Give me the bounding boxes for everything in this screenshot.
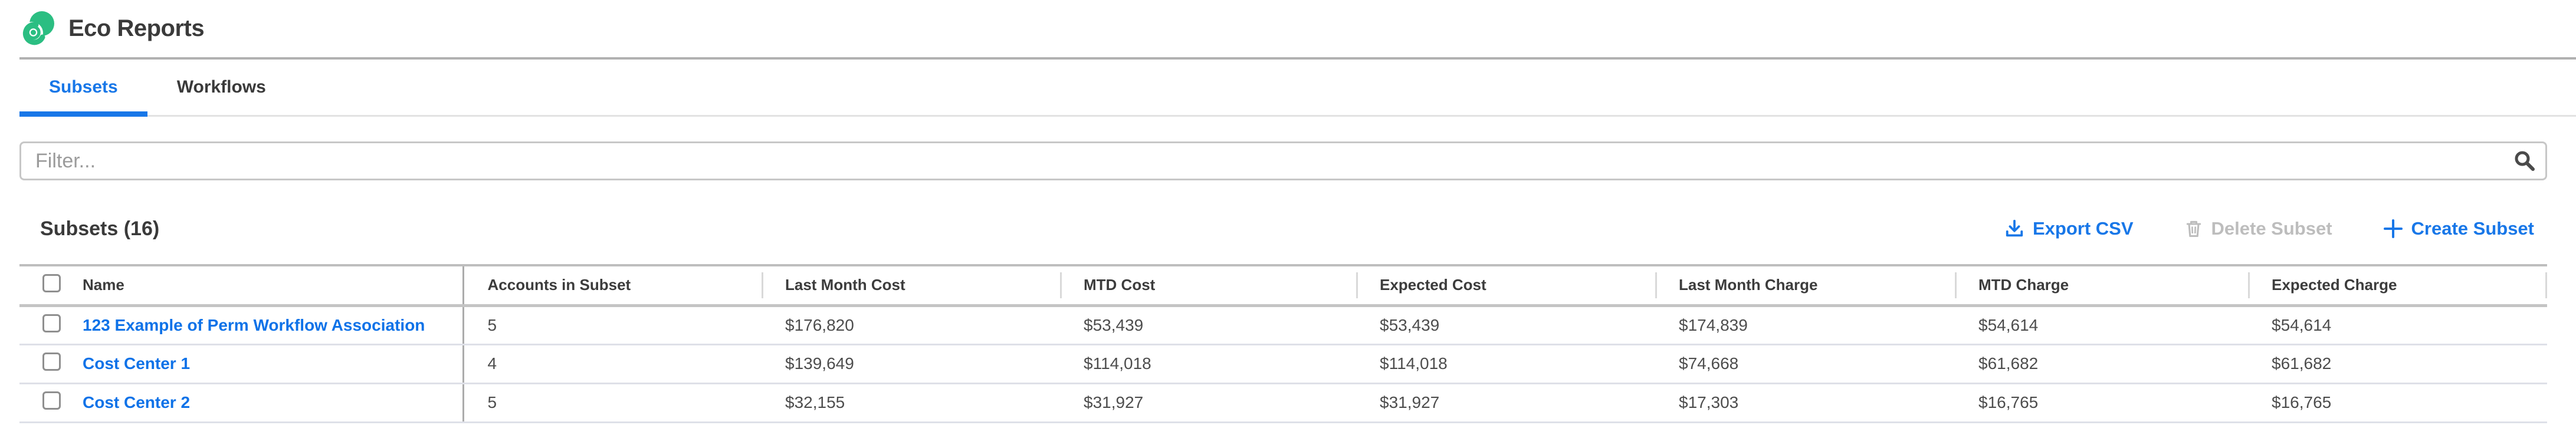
- column-header-last-month-charge[interactable]: Last Month Charge: [1655, 265, 1955, 307]
- filter-container: [19, 141, 2547, 180]
- trash-icon: [2184, 219, 2203, 238]
- row-checkbox[interactable]: [42, 352, 61, 371]
- expected-charge-value: $54,614: [2248, 305, 2547, 345]
- tab-bar: Subsets Workflows: [19, 60, 2576, 117]
- action-buttons: Export CSV Delete Subset: [2004, 218, 2534, 239]
- create-subset-button[interactable]: Create Subset: [2383, 218, 2534, 239]
- mtd-charge-value: $61,682: [1955, 344, 2248, 384]
- export-csv-label: Export CSV: [2032, 218, 2134, 239]
- mtd-cost-value: $114,018: [1060, 344, 1356, 384]
- subset-name-link[interactable]: Cost Center 2: [83, 393, 191, 411]
- create-subset-label: Create Subset: [2411, 218, 2534, 239]
- subsets-table: Name Accounts in Subset Last Month Cost …: [19, 264, 2547, 423]
- column-header-expected-cost[interactable]: Expected Cost: [1356, 265, 1655, 307]
- row-checkbox[interactable]: [42, 314, 61, 332]
- last-month-charge-value: $74,668: [1655, 344, 1955, 384]
- column-header-mtd-charge[interactable]: MTD Charge: [1955, 265, 2248, 307]
- delete-subset-label: Delete Subset: [2211, 218, 2332, 239]
- table-row: Cost Center 1 4 $139,649 $114,018 $114,0…: [19, 344, 2547, 384]
- table-header-row: Name Accounts in Subset Last Month Cost …: [19, 265, 2547, 307]
- mtd-cost-value: $53,439: [1060, 305, 1356, 345]
- download-icon: [2004, 219, 2024, 239]
- subsets-count-heading: Subsets (16): [40, 217, 160, 240]
- last-month-charge-value: $174,839: [1655, 305, 1955, 345]
- expected-cost-value: $31,927: [1356, 383, 1655, 423]
- expected-cost-value: $114,018: [1356, 344, 1655, 384]
- column-header-mtd-cost[interactable]: MTD Cost: [1060, 265, 1356, 307]
- last-month-cost-value: $176,820: [762, 305, 1060, 345]
- mtd-charge-value: $16,765: [1955, 383, 2248, 423]
- delete-subset-button[interactable]: Delete Subset: [2184, 218, 2332, 239]
- export-csv-button[interactable]: Export CSV: [2004, 218, 2134, 239]
- expected-cost-value: $53,439: [1356, 305, 1655, 345]
- accounts-in-subset-value: 5: [463, 383, 762, 423]
- last-month-cost-value: $32,155: [762, 383, 1060, 423]
- mtd-cost-value: $31,927: [1060, 383, 1356, 423]
- column-header-last-month-cost[interactable]: Last Month Cost: [762, 265, 1060, 307]
- subset-name-link[interactable]: 123 Example of Perm Workflow Association: [83, 315, 425, 334]
- accounts-in-subset-value: 5: [463, 305, 762, 345]
- eco-logo-icon: [19, 11, 56, 47]
- search-icon[interactable]: [2504, 150, 2545, 172]
- accounts-in-subset-value: 4: [463, 344, 762, 384]
- page-title: Eco Reports: [68, 15, 205, 41]
- section-header: Subsets (16) Export CSV: [0, 212, 2576, 246]
- tab-subsets[interactable]: Subsets: [19, 60, 147, 117]
- column-header-accounts[interactable]: Accounts in Subset: [463, 265, 762, 307]
- last-month-charge-value: $17,303: [1655, 383, 1955, 423]
- table-row: 123 Example of Perm Workflow Association…: [19, 305, 2547, 345]
- column-header-name[interactable]: Name: [79, 265, 464, 307]
- expected-charge-value: $61,682: [2248, 344, 2547, 384]
- last-month-cost-value: $139,649: [762, 344, 1060, 384]
- app-header: Eco Reports: [19, 0, 2576, 60]
- column-header-expected-charge[interactable]: Expected Charge: [2248, 265, 2547, 307]
- tab-workflows[interactable]: Workflows: [176, 77, 266, 97]
- table-row: Cost Center 2 5 $32,155 $31,927 $31,927 …: [19, 383, 2547, 423]
- mtd-charge-value: $54,614: [1955, 305, 2248, 345]
- subset-name-link[interactable]: Cost Center 1: [83, 354, 191, 373]
- row-checkbox[interactable]: [42, 391, 61, 410]
- filter-input[interactable]: [21, 143, 2504, 179]
- expected-charge-value: $16,765: [2248, 383, 2547, 423]
- plus-icon: [2383, 219, 2403, 239]
- select-all-checkbox[interactable]: [42, 274, 61, 292]
